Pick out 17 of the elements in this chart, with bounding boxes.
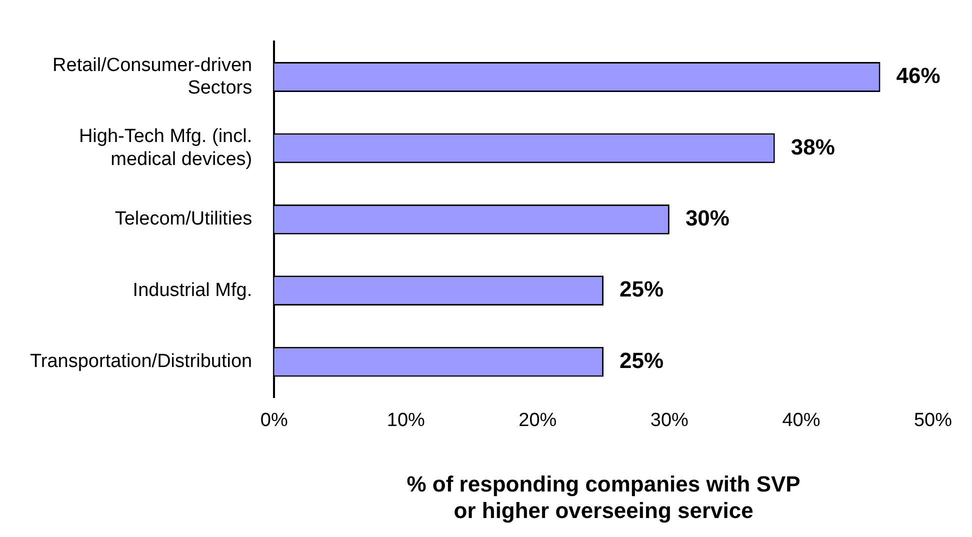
x-tick-label: 20% [518,410,557,432]
y-tick-label: High-Tech Mfg. (incl. medical devices) [78,126,252,170]
x-axis-title: % of responding companies with SVP or higher overseeing service [406,471,800,523]
data-label: 30% [685,205,730,230]
data-label: 25% [620,276,664,302]
data-label: 25% [620,348,664,373]
data-label: 46% [896,63,940,88]
x-tick-label: 40% [782,410,820,432]
x-tick-label: 50% [914,410,952,432]
y-tick-label: Retail/Consumer-driven Sectors [52,54,252,99]
y-tick-label: Transportation/Distribution [30,351,252,372]
y-tick-label: Telecom/Utilities [114,208,252,230]
x-tick-label: 10% [386,410,426,432]
x-tick-label: 30% [650,410,689,432]
y-tick-label: Industrial Mfg. [132,280,252,301]
x-tick-label: 0% [260,410,288,432]
data-label: 38% [790,134,835,160]
